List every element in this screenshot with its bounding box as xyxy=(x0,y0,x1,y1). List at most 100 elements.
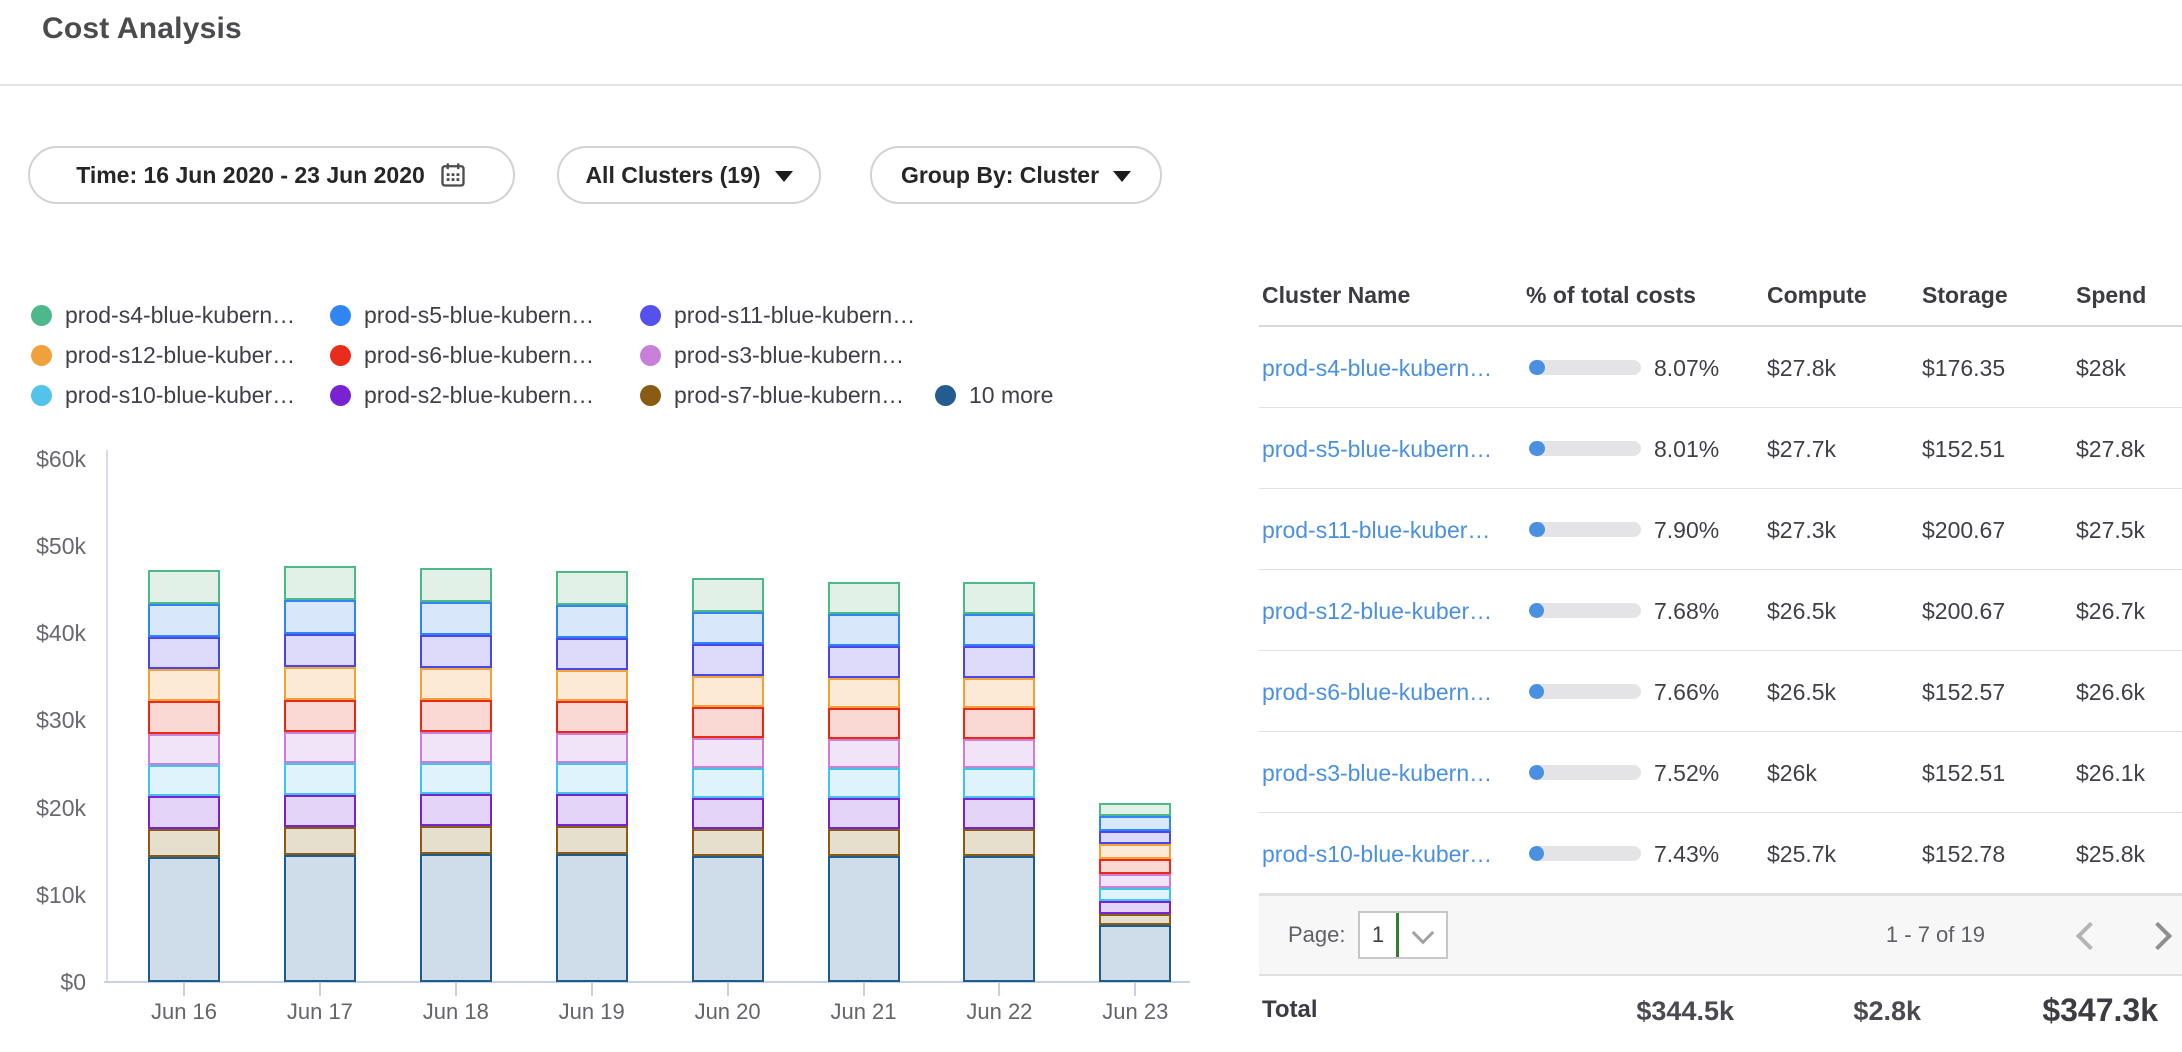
table-row: prod-s5-blue-kubern…8.01%$27.7k$152.51$2… xyxy=(1259,408,2182,489)
bar-segment xyxy=(148,857,220,982)
bar-segment xyxy=(692,856,764,982)
bar-segment xyxy=(420,826,492,854)
bar-segment xyxy=(1099,859,1171,874)
bar-segment xyxy=(284,700,356,732)
cluster-link[interactable]: prod-s10-blue-kuber… xyxy=(1262,841,1492,868)
legend-dot-icon xyxy=(640,345,661,366)
legend-dot-icon xyxy=(330,385,351,406)
bar-segment xyxy=(420,568,492,602)
x-axis-label: Jun 22 xyxy=(939,999,1059,1025)
percent-value: 7.68% xyxy=(1654,598,1719,625)
bar-segment xyxy=(556,701,628,732)
bar-segment xyxy=(692,738,764,769)
x-axis-tick xyxy=(183,983,185,996)
bar-segment xyxy=(556,763,628,794)
legend-item: prod-s5-blue-kubern… xyxy=(330,302,594,329)
percent-bar xyxy=(1529,846,1641,861)
legend-dot-icon xyxy=(935,385,956,406)
bar-segment xyxy=(1099,874,1171,888)
x-axis-label: Jun 21 xyxy=(804,999,924,1025)
group-by-filter-label: Group By: Cluster xyxy=(901,162,1099,189)
cluster-link[interactable]: prod-s3-blue-kubern… xyxy=(1262,760,1492,787)
bar-segment xyxy=(284,566,356,600)
table-row: prod-s12-blue-kuber…7.68%$26.5k$200.67$2… xyxy=(1259,570,2182,651)
y-axis-line xyxy=(106,450,108,982)
bar-segment xyxy=(420,602,492,635)
bar-segment xyxy=(692,578,764,611)
spend-cell: $27.8k xyxy=(2076,436,2145,463)
legend-item: prod-s3-blue-kubern… xyxy=(640,342,904,369)
percent-bar xyxy=(1529,441,1641,456)
percent-bar xyxy=(1529,603,1641,618)
bar-segment xyxy=(556,826,628,854)
bar-segment xyxy=(420,854,492,982)
x-axis-label: Jun 16 xyxy=(124,999,244,1025)
total-label: Total xyxy=(1262,996,1318,1024)
x-axis-label: Jun 23 xyxy=(1075,999,1195,1025)
percent-bar-fill xyxy=(1529,765,1544,780)
bar-segment xyxy=(692,798,764,829)
bar-segment xyxy=(963,829,1035,856)
y-axis-label: $20k xyxy=(0,795,86,822)
legend-dot-icon xyxy=(330,305,351,326)
bar-segment xyxy=(556,670,628,701)
range-indicator: 1 - 7 of 19 xyxy=(1886,922,1985,948)
cost-analysis-page: Cost Analysis Time: 16 Jun 2020 - 23 Jun… xyxy=(0,0,2182,1052)
legend-item-label: prod-s6-blue-kubern… xyxy=(364,342,594,369)
bar-segment xyxy=(556,733,628,764)
bar-segment xyxy=(963,614,1035,646)
group-by-filter[interactable]: Group By: Cluster xyxy=(870,146,1162,204)
spend-cell: $25.8k xyxy=(2076,841,2145,868)
caret-down-icon xyxy=(775,171,793,182)
bar-segment xyxy=(556,638,628,670)
bar-column xyxy=(692,578,764,982)
bar-segment xyxy=(420,794,492,826)
bar-segment xyxy=(420,668,492,700)
x-axis-label: Jun 20 xyxy=(668,999,788,1025)
bar-segment xyxy=(828,856,900,982)
x-axis-tick xyxy=(455,983,457,996)
cluster-link[interactable]: prod-s11-blue-kuber… xyxy=(1262,517,1490,544)
bar-segment xyxy=(148,570,220,604)
clusters-filter[interactable]: All Clusters (19) xyxy=(557,146,821,204)
bar-column xyxy=(1099,803,1171,982)
legend-dot-icon xyxy=(31,345,52,366)
legend-item: prod-s2-blue-kubern… xyxy=(330,382,594,409)
cluster-link[interactable]: prod-s12-blue-kuber… xyxy=(1262,598,1492,625)
bar-segment xyxy=(828,768,900,798)
cluster-link[interactable]: prod-s6-blue-kubern… xyxy=(1262,679,1492,706)
page-select[interactable]: 1 xyxy=(1358,911,1448,959)
storage-cell: $200.67 xyxy=(1922,598,2005,625)
legend-dot-icon xyxy=(330,345,351,366)
percent-bar-fill xyxy=(1529,360,1545,375)
time-range-filter[interactable]: Time: 16 Jun 2020 - 23 Jun 2020 xyxy=(28,146,515,204)
bar-segment xyxy=(692,676,764,707)
bar-segment xyxy=(1099,816,1171,831)
bar-segment xyxy=(556,571,628,605)
cluster-link[interactable]: prod-s4-blue-kubern… xyxy=(1262,355,1492,382)
bar-segment xyxy=(148,701,220,733)
bar-segment xyxy=(420,635,492,668)
storage-cell: $152.78 xyxy=(1922,841,2005,868)
cluster-link[interactable]: prod-s5-blue-kubern… xyxy=(1262,436,1492,463)
bar-column xyxy=(828,582,900,982)
bar-segment xyxy=(828,798,900,829)
total-spend: $347.3k xyxy=(2042,992,2158,1029)
x-axis-tick xyxy=(998,983,1000,996)
legend-item-label: prod-s11-blue-kubern… xyxy=(674,302,915,329)
bar-segment xyxy=(692,644,764,676)
bar-segment xyxy=(148,669,220,701)
y-axis-label: $30k xyxy=(0,707,86,734)
prev-page-button[interactable] xyxy=(2072,918,2108,954)
x-axis-tick xyxy=(319,983,321,996)
next-page-button[interactable] xyxy=(2140,918,2176,954)
bar-segment xyxy=(420,700,492,731)
bar-column xyxy=(420,568,492,982)
x-axis-label: Jun 17 xyxy=(260,999,380,1025)
bar-segment xyxy=(1099,925,1171,982)
legend-item-label: prod-s10-blue-kuber… xyxy=(65,382,295,409)
spend-cell: $26.6k xyxy=(2076,679,2145,706)
chevron-down-icon xyxy=(1411,922,1434,945)
table-body: prod-s4-blue-kubern…8.07%$27.8k$176.35$2… xyxy=(1259,327,2182,894)
legend-item-label: prod-s12-blue-kuber… xyxy=(65,342,295,369)
